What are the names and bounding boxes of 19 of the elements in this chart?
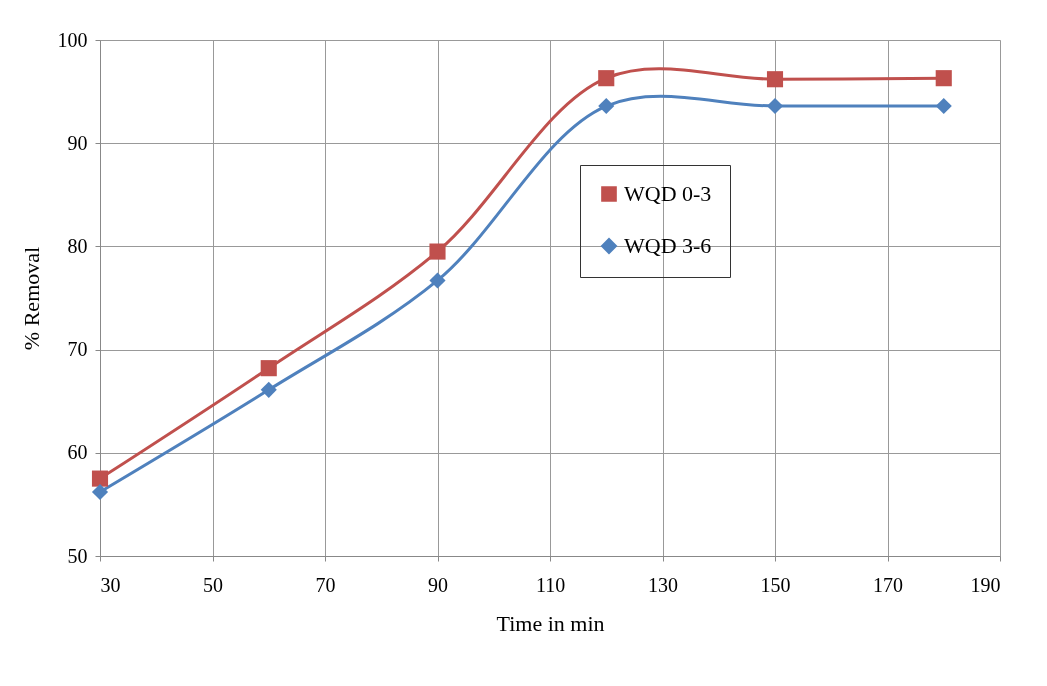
x-tick-label: 110 bbox=[535, 573, 566, 596]
y-tick-label: 60 bbox=[67, 441, 88, 464]
y-tick-label: 80 bbox=[67, 234, 88, 257]
y-tick-label: 70 bbox=[67, 338, 88, 361]
legend-label: WQD 3-6 bbox=[624, 233, 712, 258]
x-tick-label: 50 bbox=[203, 573, 223, 596]
y-tick-label: 90 bbox=[67, 131, 88, 154]
x-tick-label: 190 bbox=[970, 573, 1001, 596]
x-tick-label: 130 bbox=[648, 573, 678, 596]
x-tick-label: 90 bbox=[428, 573, 448, 596]
x-tick-label: 30 bbox=[100, 573, 121, 596]
y-tick-label: 100 bbox=[57, 28, 88, 51]
y-axis-title: % Removal bbox=[18, 246, 44, 351]
x-tick-label: 70 bbox=[315, 573, 336, 596]
x-axis-title: Time in min bbox=[496, 610, 605, 636]
x-tick-label: 150 bbox=[760, 573, 791, 596]
y-tick-label: 50 bbox=[67, 544, 88, 567]
legend-label: WQD 0-3 bbox=[624, 181, 712, 206]
x-tick-label: 170 bbox=[873, 573, 903, 596]
